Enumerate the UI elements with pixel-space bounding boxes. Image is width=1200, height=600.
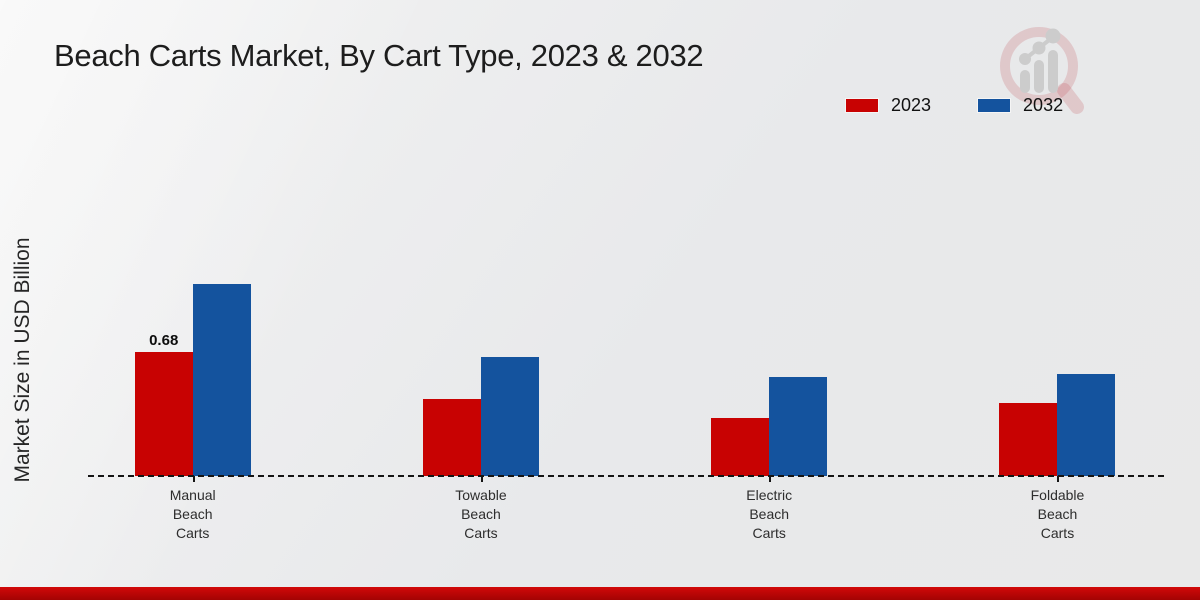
bar-group-manual-beach-carts: 0.68 Manual Beach Carts bbox=[134, 284, 251, 541]
chart-title: Beach Carts Market, By Cart Type, 2023 &… bbox=[54, 38, 704, 73]
bar-2032-electric-beach-carts bbox=[769, 377, 828, 476]
legend-swatch-2023 bbox=[845, 98, 879, 113]
magnifier-growth-chart-logo-icon bbox=[992, 20, 1088, 118]
legend-label-2023: 2023 bbox=[891, 95, 932, 115]
x-axis-category-label: Foldable Beach Carts bbox=[1030, 487, 1085, 541]
bar-2023-electric-beach-carts bbox=[711, 418, 770, 476]
bar-2032-foldable-beach-carts bbox=[1057, 374, 1116, 476]
legend-item-2023: 2023 bbox=[845, 95, 931, 116]
bar-2032-towable-beach-carts bbox=[480, 357, 539, 476]
legend-swatch-2032 bbox=[977, 98, 1012, 113]
plot-area: 0.68 Manual Beach Carts Towable Beach Carts Ele… bbox=[88, 200, 1164, 541]
bar-value-label: 0.68 bbox=[149, 332, 179, 349]
x-axis-category-label: Manual Beach Carts bbox=[169, 487, 216, 541]
x-axis-tick bbox=[1057, 476, 1060, 482]
bar-group-electric-beach-carts: Electric Beach Carts bbox=[711, 377, 828, 541]
bar-group-foldable-beach-carts: Foldable Beach Carts bbox=[999, 374, 1116, 541]
x-axis-category-label: Towable Beach Carts bbox=[455, 487, 507, 541]
legend-label-2032: 2032 bbox=[1023, 95, 1064, 115]
bar-2023-foldable-beach-carts bbox=[999, 403, 1058, 476]
bar-group-towable-beach-carts: Towable Beach Carts bbox=[422, 357, 539, 541]
bar-2032-manual-beach-carts bbox=[192, 284, 251, 476]
x-axis-tick bbox=[769, 476, 772, 482]
bar-2023-manual-beach-carts: 0.68 bbox=[134, 332, 193, 476]
y-axis-title: Market Size in USD Billion bbox=[11, 237, 34, 483]
legend: 2023 2032 bbox=[845, 95, 1063, 116]
bar-2023-towable-beach-carts bbox=[422, 399, 481, 476]
x-axis-tick bbox=[480, 476, 483, 482]
x-axis-tick bbox=[192, 476, 195, 482]
x-axis-baseline bbox=[88, 475, 1164, 477]
footer-accent-bar bbox=[0, 587, 1200, 600]
x-axis-category-label: Electric Beach Carts bbox=[746, 487, 793, 541]
legend-item-2032: 2032 bbox=[977, 95, 1063, 116]
